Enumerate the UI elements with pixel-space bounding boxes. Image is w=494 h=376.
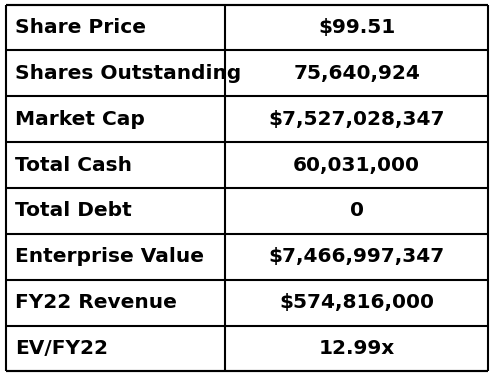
Text: 0: 0	[350, 202, 364, 220]
Text: Enterprise Value: Enterprise Value	[15, 247, 204, 266]
Text: 75,640,924: 75,640,924	[293, 64, 420, 83]
Text: $99.51: $99.51	[318, 18, 395, 37]
Text: 12.99x: 12.99x	[319, 339, 395, 358]
Text: Share Price: Share Price	[15, 18, 146, 37]
Text: $574,816,000: $574,816,000	[279, 293, 434, 312]
Text: Total Debt: Total Debt	[15, 202, 131, 220]
Text: $7,527,028,347: $7,527,028,347	[268, 110, 445, 129]
Text: Market Cap: Market Cap	[15, 110, 145, 129]
Text: $7,466,997,347: $7,466,997,347	[269, 247, 445, 266]
Text: 60,031,000: 60,031,000	[293, 156, 420, 174]
Text: FY22 Revenue: FY22 Revenue	[15, 293, 177, 312]
Text: EV/FY22: EV/FY22	[15, 339, 108, 358]
Text: Total Cash: Total Cash	[15, 156, 132, 174]
Text: Shares Outstanding: Shares Outstanding	[15, 64, 241, 83]
